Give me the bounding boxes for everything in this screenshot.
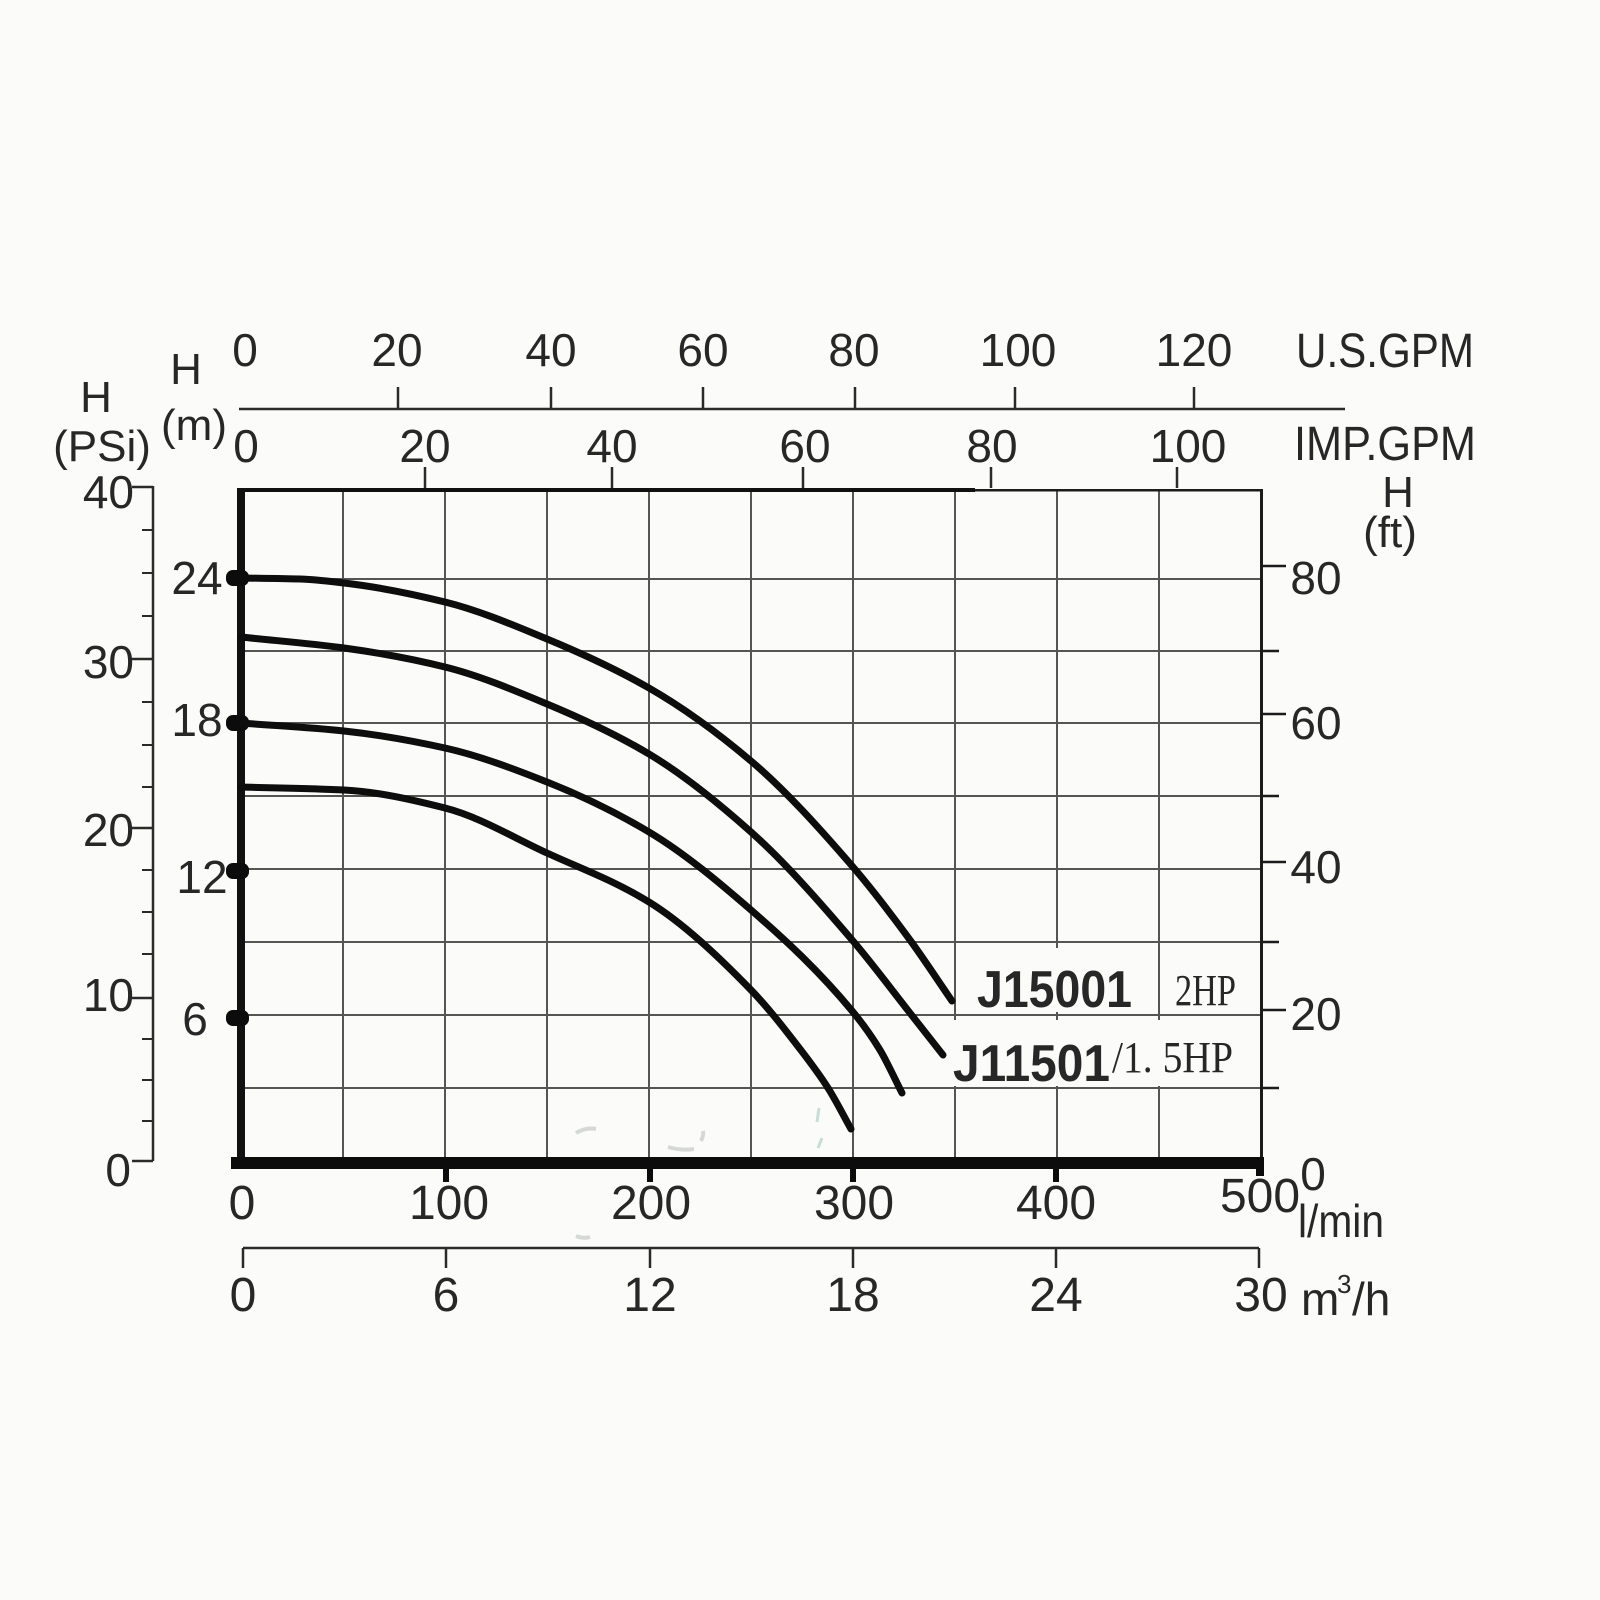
svg-text:100: 100 <box>980 324 1057 376</box>
svg-text:60: 60 <box>779 420 830 472</box>
svg-text:2HP: 2HP <box>1175 966 1236 1015</box>
svg-text:0: 0 <box>232 324 258 376</box>
svg-text:0: 0 <box>230 1269 257 1322</box>
svg-text:U.S.GPM: U.S.GPM <box>1296 325 1474 378</box>
svg-text:60: 60 <box>1290 697 1341 749</box>
svg-text:500: 500 <box>1220 1170 1300 1223</box>
svg-text:H: H <box>80 373 112 422</box>
svg-text:18: 18 <box>171 694 222 746</box>
svg-text:(m): (m) <box>161 401 227 450</box>
svg-text:120: 120 <box>1156 324 1233 376</box>
svg-text:IMP.GPM: IMP.GPM <box>1294 418 1476 471</box>
svg-text:40: 40 <box>586 420 637 472</box>
svg-text:30: 30 <box>1234 1269 1287 1322</box>
svg-text:300: 300 <box>814 1177 894 1230</box>
svg-text:80: 80 <box>966 420 1017 472</box>
svg-text:100: 100 <box>409 1177 489 1230</box>
svg-text:(PSi): (PSi) <box>53 422 151 471</box>
svg-text:30: 30 <box>83 636 134 688</box>
svg-text:20: 20 <box>1290 988 1341 1040</box>
svg-text:40: 40 <box>83 466 134 518</box>
svg-text:80: 80 <box>1290 552 1341 604</box>
svg-text:(ft): (ft) <box>1363 508 1417 557</box>
svg-text:400: 400 <box>1016 1177 1096 1230</box>
svg-text:12: 12 <box>176 851 227 903</box>
svg-text:20: 20 <box>399 420 450 472</box>
svg-text:40: 40 <box>1290 841 1341 893</box>
svg-text:100: 100 <box>1150 420 1227 472</box>
svg-text:80: 80 <box>828 324 879 376</box>
svg-text:24: 24 <box>1029 1269 1082 1322</box>
svg-text:20: 20 <box>83 804 134 856</box>
svg-text:H: H <box>1382 468 1414 517</box>
svg-text:J11501: J11501 <box>953 1035 1110 1093</box>
svg-text:0: 0 <box>233 420 259 472</box>
svg-text:24: 24 <box>171 552 222 604</box>
svg-text:l/min: l/min <box>1298 1195 1384 1247</box>
svg-text:18: 18 <box>826 1269 879 1322</box>
svg-text:0: 0 <box>229 1177 256 1230</box>
svg-text:6: 6 <box>433 1269 460 1322</box>
svg-text:0: 0 <box>105 1144 131 1196</box>
svg-text:J15001: J15001 <box>977 961 1132 1019</box>
svg-text:20: 20 <box>371 324 422 376</box>
svg-text:0: 0 <box>1300 1148 1326 1200</box>
svg-text:/1. 5HP: /1. 5HP <box>1112 1033 1233 1082</box>
svg-text:10: 10 <box>83 969 134 1021</box>
svg-text:m: m <box>1301 1273 1339 1325</box>
svg-text:60: 60 <box>677 324 728 376</box>
svg-text:/h: /h <box>1352 1273 1390 1325</box>
svg-text:200: 200 <box>611 1177 691 1230</box>
svg-text:6: 6 <box>182 993 208 1045</box>
svg-text:H: H <box>170 345 202 394</box>
svg-text:3: 3 <box>1337 1269 1351 1299</box>
svg-text:40: 40 <box>525 324 576 376</box>
svg-text:12: 12 <box>623 1269 676 1322</box>
